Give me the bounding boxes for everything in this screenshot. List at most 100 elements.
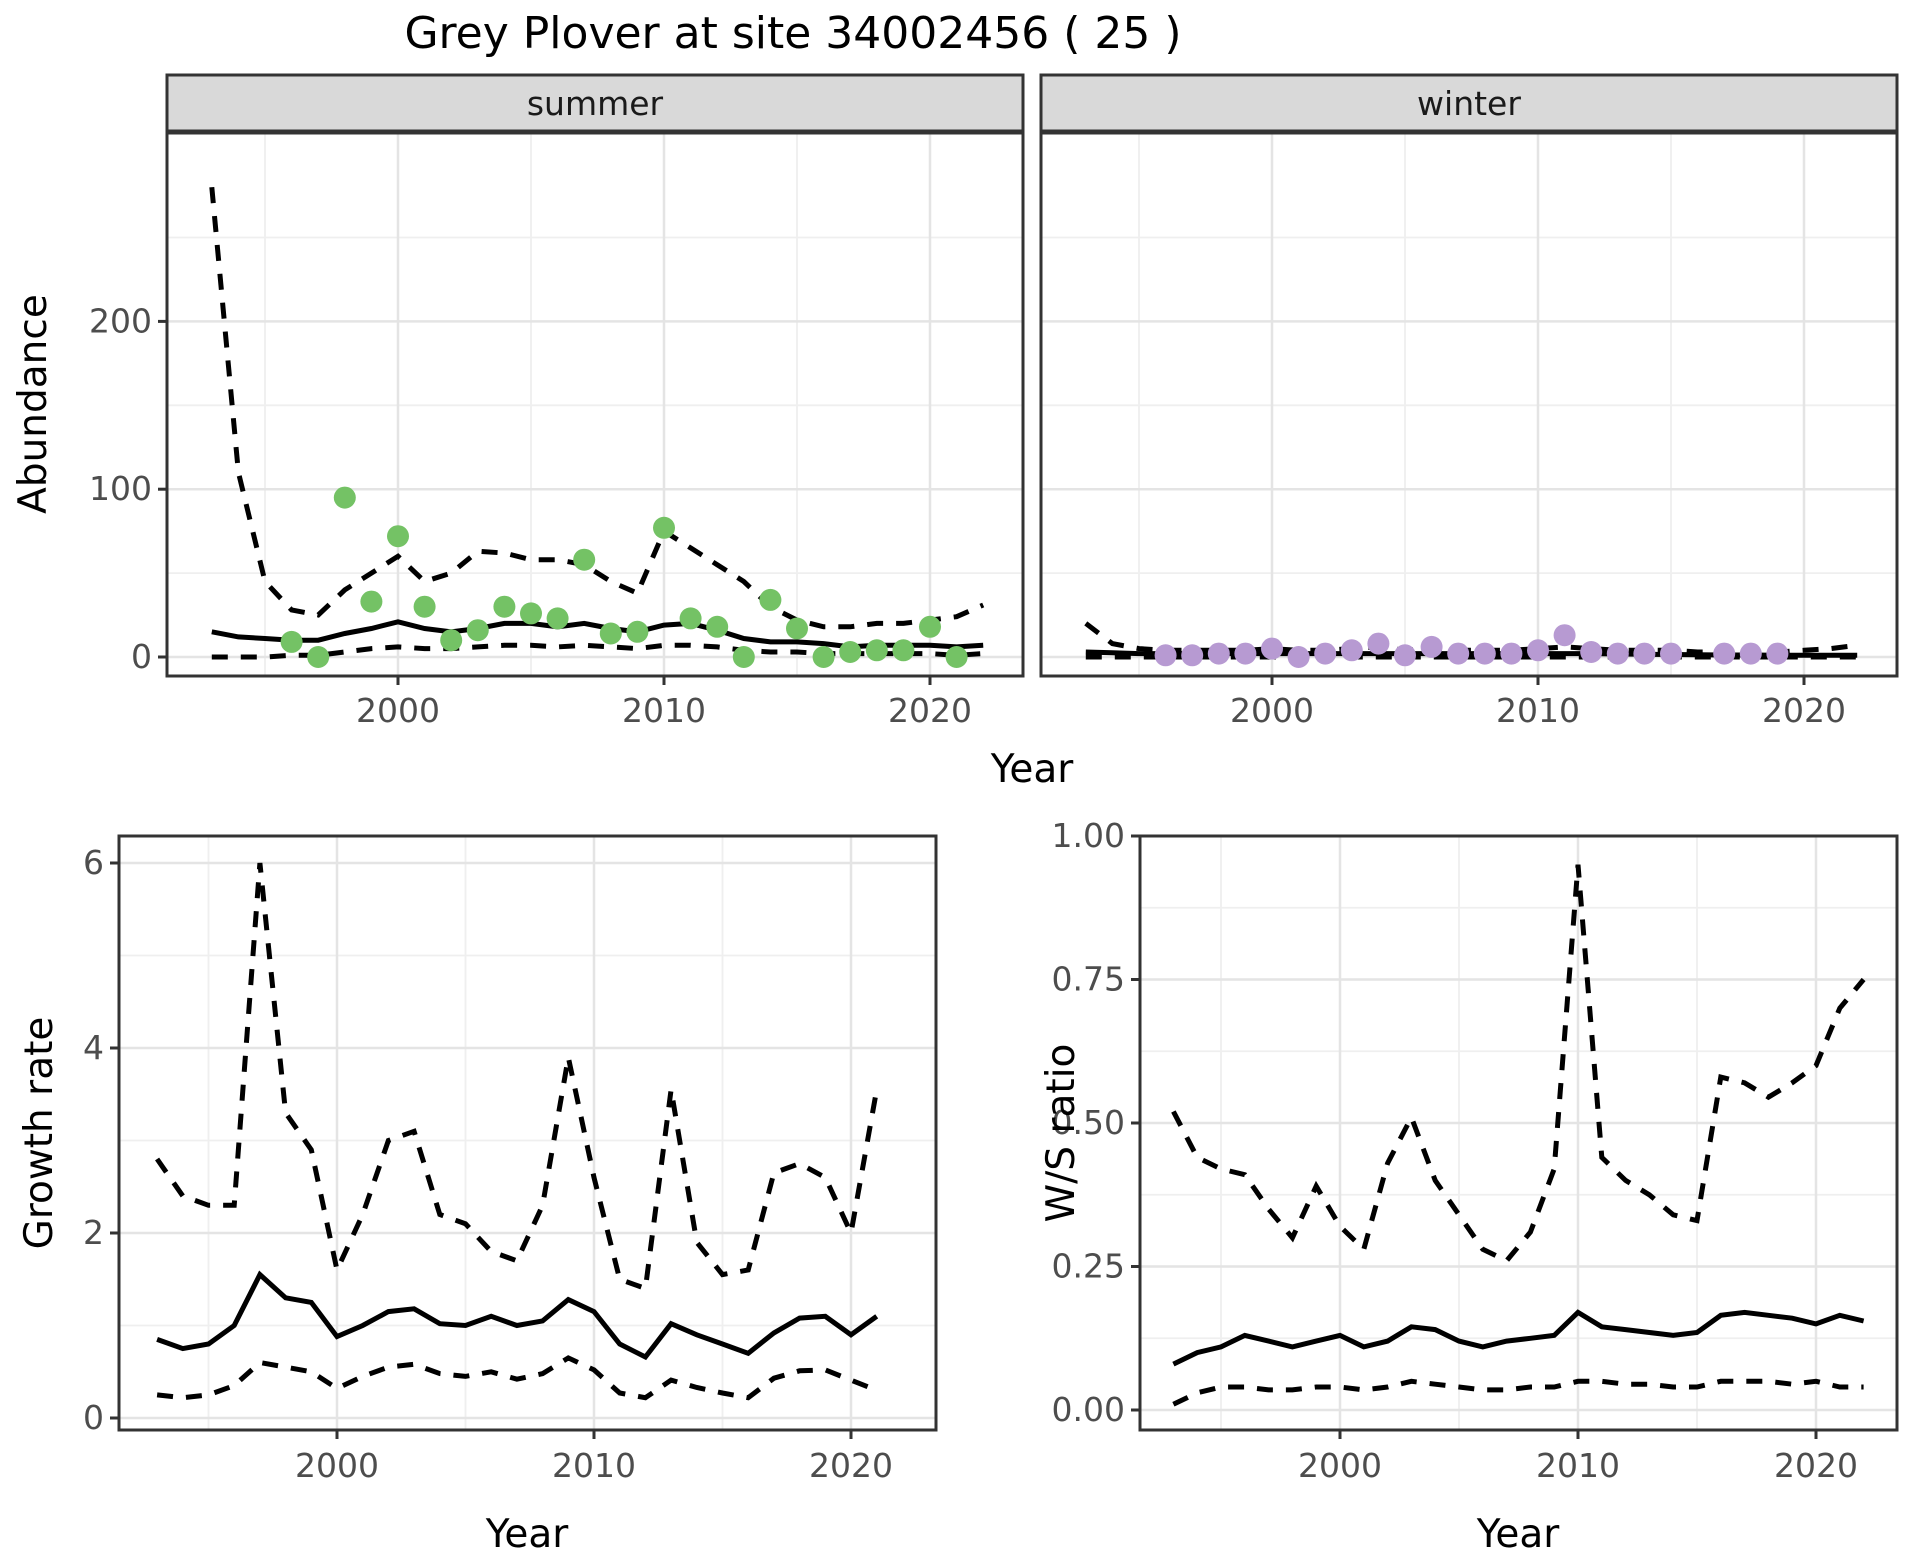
observed-point: [307, 646, 330, 668]
facet-label-summer: summer: [527, 84, 664, 123]
panel-background: [1140, 836, 1897, 1430]
observed-point: [679, 607, 702, 630]
observed-point: [1527, 639, 1549, 662]
observed-point: [573, 548, 596, 571]
panel-winter_abundance: 2000 2010 2020: [1039, 131, 1899, 730]
observed-point: [1394, 644, 1416, 667]
observed-point: [1633, 642, 1656, 665]
observed-point: [520, 602, 542, 625]
y-axis-tick-label: 0: [83, 1398, 104, 1437]
x-axis-tick-label: 2010: [622, 691, 706, 730]
x-axis-title-year-bottom-right: Year: [1476, 1512, 1561, 1557]
series-line-ci_upper-dashed: [155, 862, 880, 1292]
observed-point: [945, 646, 968, 668]
x-axis-tick-label: 2020: [1762, 691, 1846, 730]
observed-point: [1340, 639, 1363, 662]
y-axis-title-abundance: Abundance: [11, 294, 56, 514]
observed-point: [732, 646, 755, 668]
series-line-ci_lower-dashed: [156, 1355, 878, 1401]
observed-point: [839, 641, 862, 663]
y-axis-tick-label: 100: [89, 469, 152, 508]
observed-point: [1500, 642, 1523, 665]
observed-point: [360, 590, 383, 613]
observed-point: [759, 588, 782, 611]
panel-border: [165, 131, 1025, 678]
observed-point: [466, 619, 489, 642]
observed-point: [653, 516, 675, 539]
observed-point: [1553, 624, 1576, 647]
observed-point: [1314, 642, 1337, 665]
observed-point: [599, 622, 622, 645]
observed-point: [1420, 635, 1443, 658]
facet-strip-summer: [165, 73, 1025, 133]
y-axis-title-ws-ratio: W/S ratio: [1039, 1044, 1084, 1223]
observed-point: [1367, 632, 1390, 655]
panel-growth_rate: 2000 2010 2020 0 2 4 6: [83, 834, 938, 1485]
y-axis-tick-label: 0.25: [1052, 1247, 1125, 1286]
observed-point: [546, 607, 569, 630]
facet-label-winter: winter: [1417, 84, 1521, 123]
observed-point: [919, 615, 941, 638]
series-line-modelled_median: [156, 1270, 879, 1361]
x-axis-tick-label: 2020: [888, 691, 972, 730]
observed-point: [1261, 637, 1283, 660]
panel-ws_ratio: 2000 2010 2020 0.00 0.25 0.50 0.75 1.00: [1052, 816, 1899, 1485]
panel-summer_abundance: 2000 2010 2020 0 100 200: [89, 131, 1025, 730]
observed-point: [786, 617, 808, 640]
panel-border: [1138, 834, 1899, 1432]
observed-point: [865, 639, 888, 662]
y-axis-tick-label: 0.00: [1052, 1390, 1125, 1429]
observed-point: [1766, 642, 1789, 665]
x-axis-title-year-top: Year: [990, 747, 1075, 792]
panel-border: [1039, 131, 1899, 678]
y-axis-tick-label: 200: [89, 301, 152, 340]
observed-point: [413, 595, 436, 618]
observed-point: [1154, 644, 1177, 667]
observed-point: [1287, 646, 1310, 668]
y-axis-tick-label: 0.75: [1052, 960, 1125, 999]
y-axis-tick-label: 0.50: [1052, 1103, 1125, 1142]
observed-point: [1739, 642, 1762, 665]
y-axis-title-growth-rate: Growth rate: [17, 1017, 62, 1250]
observed-point: [892, 639, 915, 662]
series-line-modelled_median: [1172, 1309, 1865, 1367]
series-line-ci_upper-dashed: [209, 186, 985, 630]
observed-point: [1207, 642, 1230, 665]
facet-strip-winter: [1039, 73, 1899, 133]
observed-point: [387, 525, 409, 548]
x-axis-tick-label: 2000: [295, 1446, 379, 1485]
observed-point: [626, 620, 649, 643]
y-axis-tick-label: 0: [131, 637, 152, 676]
x-axis-tick-label: 2010: [1536, 1446, 1620, 1485]
observed-point: [706, 615, 729, 638]
x-axis-tick-label: 2010: [552, 1446, 636, 1485]
x-axis-tick-label: 2000: [1298, 1446, 1382, 1485]
observed-point: [812, 646, 835, 668]
y-axis-tick-label: 6: [83, 843, 104, 882]
observed-point: [1580, 641, 1603, 663]
observed-point: [1606, 642, 1629, 665]
observed-point: [1234, 642, 1257, 665]
observed-point: [1181, 644, 1204, 667]
x-axis-tick-label: 2000: [1230, 691, 1314, 730]
series-line-ci_upper-dashed: [1171, 864, 1866, 1264]
x-axis-tick-label: 2020: [1774, 1446, 1858, 1485]
y-axis-tick-label: 4: [83, 1028, 104, 1067]
x-axis-tick-label: 2010: [1496, 691, 1580, 730]
observed-point: [333, 486, 356, 509]
observed-point: [1713, 642, 1736, 665]
observed-point: [1447, 642, 1470, 665]
y-axis-tick-label: 2: [83, 1213, 104, 1252]
panel-background: [119, 836, 936, 1430]
chart-title: Grey Plover at site 34002456 ( 25 ): [404, 8, 1181, 59]
observed-point: [440, 629, 463, 652]
series-line-ci_lower-dashed: [1172, 1378, 1864, 1407]
x-axis-title-year-bottom-left: Year: [485, 1512, 570, 1557]
observed-point: [1473, 642, 1496, 665]
panel-border: [117, 834, 938, 1432]
x-axis-tick-label: 2000: [356, 691, 440, 730]
observed-point: [1660, 642, 1682, 665]
observed-point: [280, 630, 303, 653]
